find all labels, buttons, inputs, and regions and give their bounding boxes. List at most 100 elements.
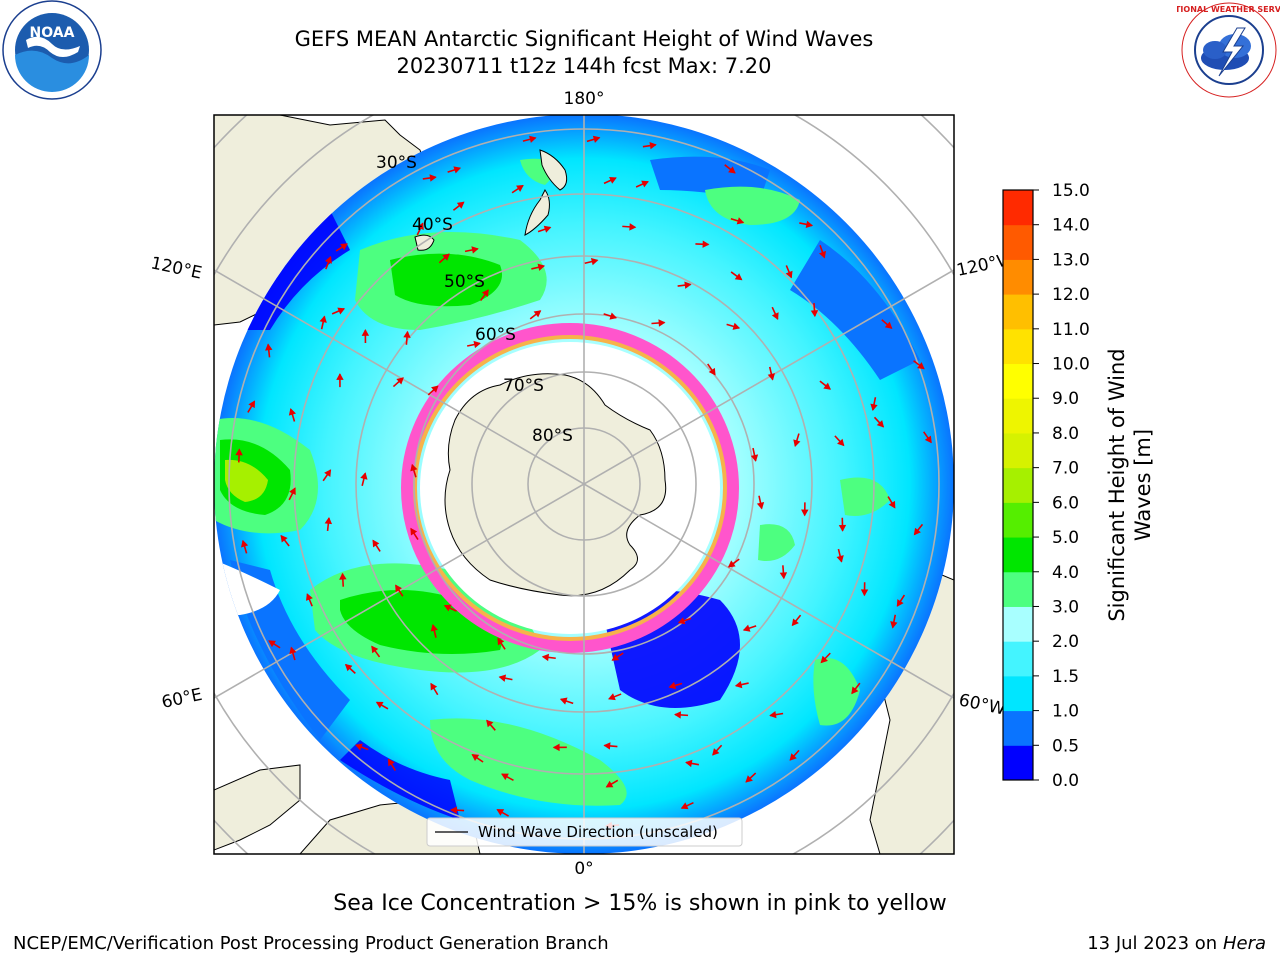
lat-label-40s: 40°S xyxy=(412,215,453,235)
wave-arrow-head xyxy=(685,759,693,768)
wave-arrow-head xyxy=(442,253,450,261)
wave-arrow-head xyxy=(481,289,489,297)
wave-arrow-head xyxy=(339,572,347,580)
wave-arrow-head xyxy=(355,743,363,751)
lat-label-50s: 50°S xyxy=(444,272,485,292)
wave-arrow-head xyxy=(771,312,779,320)
nws-logo-text: NATIONAL WEATHER SERVICE xyxy=(1177,5,1280,14)
wave-arrow-head xyxy=(684,281,692,289)
wave-arrow-head xyxy=(896,599,904,607)
wave-arrow-head xyxy=(501,773,509,781)
wave-arrow-head xyxy=(888,500,896,509)
wave-arrow-head xyxy=(791,618,799,627)
wave-arrow-head xyxy=(471,246,479,254)
lon-label-0: 0° xyxy=(574,859,593,879)
colorbar-tick-label: 15.0 xyxy=(1052,181,1090,201)
colorbar-segment xyxy=(1003,710,1033,746)
colorbar-segment xyxy=(1003,224,1033,260)
wave-arrow-head xyxy=(371,645,379,654)
wave-arrow-head xyxy=(712,748,720,756)
wave-arrow-head xyxy=(876,420,885,428)
wave-arrow-head xyxy=(767,373,775,381)
colorbar-segment xyxy=(1003,363,1033,399)
wave-arrow-head xyxy=(552,743,560,752)
wave-arrow-head xyxy=(360,472,368,480)
wave-arrow-head xyxy=(403,330,411,338)
wave-arrow-head xyxy=(736,217,745,225)
wave-arrow-head xyxy=(838,524,847,532)
wave-arrow-head xyxy=(884,321,893,329)
wave-arrow-head xyxy=(498,674,507,682)
wave-arrow-head xyxy=(702,240,710,248)
map-subtitle: 20230711 t12z 144h fcst Max: 7.20 xyxy=(396,54,772,78)
wave-arrow-head xyxy=(375,701,384,709)
wave-arrow-head xyxy=(559,697,568,705)
wave-arrow-head xyxy=(533,310,542,318)
colorbar-tick-label: 9.0 xyxy=(1052,389,1079,409)
wave-arrow-head xyxy=(793,439,801,447)
date-text: 13 Jul 2023 on xyxy=(1087,933,1223,954)
wave-arrow-head xyxy=(324,469,332,477)
wave-arrow-head xyxy=(325,256,332,264)
wave-arrow-head xyxy=(387,758,395,767)
colorbar-tick-label: 3.0 xyxy=(1052,597,1079,617)
wave-arrow-head xyxy=(742,624,751,632)
colorbar-segment xyxy=(1003,745,1033,781)
wave-arrow-head xyxy=(609,177,617,184)
wave-arrow-head xyxy=(836,555,844,563)
noaa-logo-text: NOAA xyxy=(30,25,75,41)
colorbar-tick-label: 14.0 xyxy=(1052,216,1090,236)
colorbar-segment xyxy=(1003,571,1033,607)
colorbar-tick-label: 8.0 xyxy=(1052,424,1079,444)
wave-arrow-head xyxy=(289,487,296,496)
colorbar-segment xyxy=(1003,641,1033,677)
wave-arrow-head xyxy=(603,742,611,750)
nz-north-land xyxy=(539,149,568,191)
wave-arrow-head xyxy=(265,343,273,351)
colorbar-tick-label: 4.0 xyxy=(1052,563,1079,583)
colorbar-tick-label: 12.0 xyxy=(1052,285,1090,305)
wave-arrow-head xyxy=(609,312,618,320)
wave-arrow-head xyxy=(779,572,788,580)
wave-arrow-head xyxy=(789,753,797,761)
colorbar-tick-label: 6.0 xyxy=(1052,493,1079,513)
colorbar-segment xyxy=(1003,328,1033,365)
lat-label-30s: 30°S xyxy=(376,153,417,173)
wave-arrow-head xyxy=(429,174,437,182)
wave-arrow-head xyxy=(337,307,346,315)
wave-arrow-head xyxy=(496,809,505,816)
sea-ice-edge-yellow xyxy=(413,335,727,641)
colorbar-segment xyxy=(1003,675,1033,712)
wave-arrow-head xyxy=(680,802,689,810)
colorbar-tick-label: 5.0 xyxy=(1052,528,1079,548)
lat-label-80s: 80°S xyxy=(532,426,573,446)
colorbar-tick-label: 10.0 xyxy=(1052,355,1090,375)
africa-land xyxy=(214,764,301,851)
wave-arrow-head xyxy=(629,223,637,231)
colorbar-tick-label: 11.0 xyxy=(1052,320,1090,340)
wave-arrow-head xyxy=(785,270,793,279)
wave-arrow-head xyxy=(450,806,458,814)
lon-label-120e: 120°E xyxy=(149,253,204,283)
wave-arrow-head xyxy=(372,539,380,548)
colorbar-segment xyxy=(1003,294,1033,330)
map-legend: Wind Wave Direction (unscaled) xyxy=(426,817,743,847)
colorbar-segment xyxy=(1003,467,1033,503)
nz-south-land xyxy=(524,189,550,236)
wave-arrow-head xyxy=(890,621,898,629)
wave-arrow-head xyxy=(820,655,828,664)
graticule xyxy=(214,115,954,854)
colorbar-tick-label: 0.0 xyxy=(1052,771,1079,791)
wave-arrow-head xyxy=(860,589,869,597)
wave-arrow-head xyxy=(756,502,765,510)
lat-label-70s: 70°S xyxy=(503,376,544,396)
wave-arrow-head xyxy=(668,681,677,690)
wave-arrow-head xyxy=(453,166,462,174)
wave-arrow-head xyxy=(319,315,327,323)
wave-arrow-head xyxy=(395,584,402,593)
colorbar-segment xyxy=(1003,190,1033,226)
wave-arrow-head xyxy=(443,604,452,612)
wave-arrow-head xyxy=(430,624,438,632)
colorbar-segment xyxy=(1003,537,1033,573)
wave-arrow-head xyxy=(837,438,845,447)
